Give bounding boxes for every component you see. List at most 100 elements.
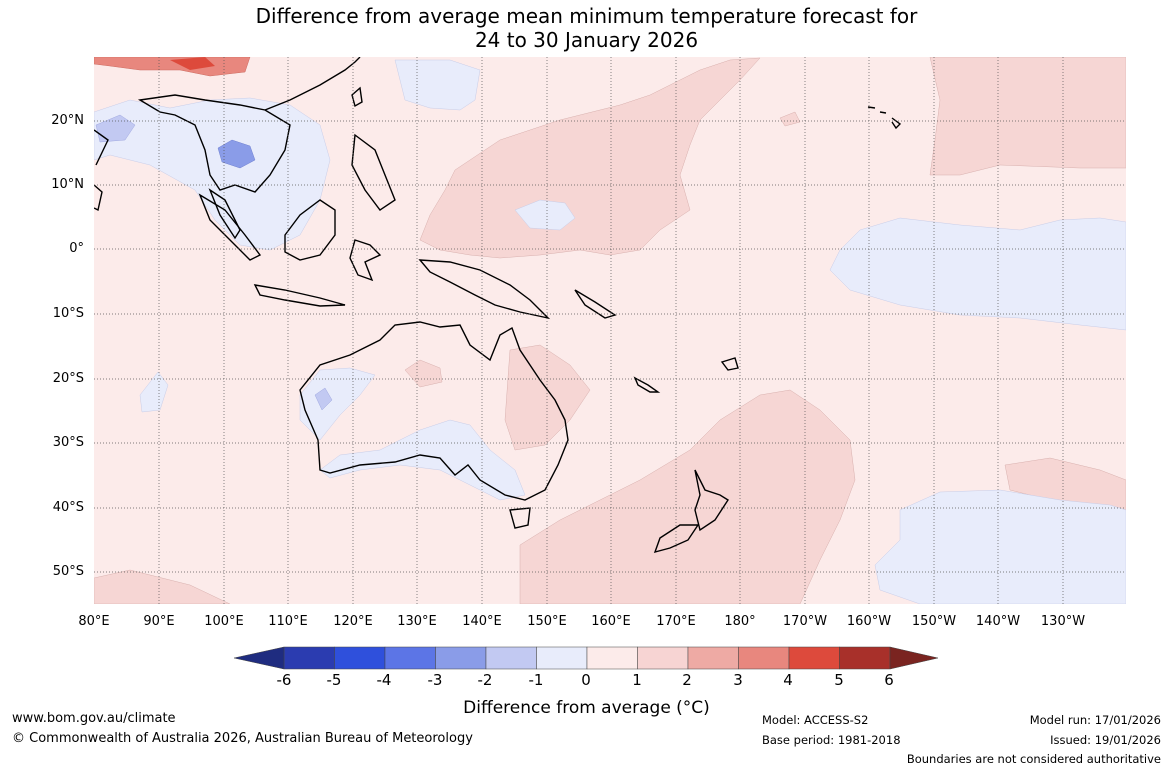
coastline-sulawesi: [349, 239, 382, 282]
anomaly-warm-northeast: [929, 57, 1126, 176]
model-name: Model: ACCESS-S2: [762, 713, 869, 727]
lon-label: 180°: [724, 614, 756, 629]
coastline-new-guinea: [418, 259, 551, 320]
lon-label: 100°E: [204, 614, 244, 629]
anomaly-cool-north-pacific: [514, 199, 576, 231]
colorbar-tick-label: 5: [834, 671, 844, 689]
anomaly-warm-central-pacific: [419, 57, 761, 259]
colorbar-tick-label: -6: [276, 671, 292, 689]
lon-label: 90°E: [143, 614, 175, 629]
anomaly-warm-queensland: [504, 344, 591, 451]
coastline-philippines: [351, 133, 396, 211]
colorbar-swatch: [586, 646, 638, 670]
lon-label: 160°W: [846, 614, 892, 629]
lat-label: 10°N: [51, 177, 84, 192]
lon-label: 170°W: [782, 614, 828, 629]
colorbar: [233, 646, 939, 670]
anomaly-warm-nw-australia: [404, 359, 443, 388]
anomaly-cool-indochina: [217, 139, 256, 169]
coastline-china: [264, 57, 361, 111]
lon-label: 140°W: [975, 614, 1021, 629]
lat-label: 0°: [69, 241, 84, 256]
issued-date: Issued: 19/01/2026: [1050, 733, 1161, 747]
colorbar-swatch: [687, 646, 739, 670]
colorbar-tick-label: 1: [632, 671, 642, 689]
coastline-new-zealand-north: [694, 469, 729, 532]
colorbar-swatch: [283, 646, 335, 670]
lon-label: 130°E: [397, 614, 437, 629]
colorbar-swatch: [334, 646, 386, 670]
title-line-2: 24 to 30 January 2026: [474, 28, 699, 52]
colorbar-swatch: [384, 646, 436, 670]
title-line-1: Difference from average mean minimum tem…: [255, 4, 918, 28]
colorbar-tick-label: 4: [783, 671, 793, 689]
colorbar-swatch: [485, 646, 537, 670]
lon-label: 170°E: [656, 614, 696, 629]
anomaly-warm-southern-ocean: [94, 569, 231, 604]
colorbar-tick-label: 2: [682, 671, 692, 689]
copyright-text: © Commonwealth of Australia 2026, Austra…: [12, 731, 473, 746]
colorbar-swatch: [637, 646, 689, 670]
colorbar-tick-label: 3: [733, 671, 743, 689]
coastlines: [94, 57, 902, 554]
coastline-new-zealand-south: [653, 524, 700, 554]
colorbar-swatch: [536, 646, 588, 670]
coastline-taiwan: [351, 86, 363, 108]
anomaly-cool-indian-ocean: [139, 371, 169, 413]
map-title: Difference from average mean minimum tem…: [0, 4, 1173, 52]
base-period: Base period: 1981-2018: [762, 733, 901, 747]
coastline-tasmania: [509, 507, 531, 529]
colorbar-low-arrow: [233, 646, 285, 670]
lat-label: 20°N: [51, 113, 84, 128]
anomaly-warm-coral-sea: [779, 111, 801, 127]
anomaly-hot-china: [170, 57, 215, 70]
colorbar-tick-label: 6: [884, 671, 894, 689]
colorbar-tick-label: 0: [581, 671, 591, 689]
anomaly-cool-southeast-pacific: [874, 489, 1126, 604]
anomaly-cool-southeast-asia: [94, 97, 331, 251]
colorbar-tick-label: -5: [326, 671, 342, 689]
anomaly-cool-equatorial-pacific: [829, 217, 1126, 331]
coastline-solomon-islands: [574, 289, 617, 319]
lon-label: 80°E: [78, 614, 110, 629]
lon-label: 110°E: [268, 614, 308, 629]
lat-label: 30°S: [52, 435, 84, 450]
coastline-borneo: [284, 199, 336, 261]
colorbar-swatch: [738, 646, 790, 670]
colorbar-swatch: [435, 646, 487, 670]
lat-label: 40°S: [52, 500, 84, 515]
lon-label: 150°E: [527, 614, 567, 629]
colorbar-swatch: [788, 646, 840, 670]
colorbar-tick-label: -4: [376, 671, 392, 689]
coastline-australia: [299, 321, 569, 501]
colorbar-tick-label: -3: [427, 671, 443, 689]
lat-label: 10°S: [52, 306, 84, 321]
anomaly-warm-china: [94, 57, 251, 77]
coastline-sumatra: [198, 193, 262, 261]
coastline-fiji: [720, 357, 739, 371]
coastline-india: [94, 129, 109, 166]
anomaly-cool-west-australia: [299, 367, 376, 441]
graticule: [94, 57, 1126, 604]
anomaly-cool-wa-coast: [314, 387, 333, 411]
coastline-malay-peninsula: [208, 188, 241, 240]
lat-label: 50°S: [52, 564, 84, 579]
lon-label: 120°E: [333, 614, 373, 629]
coastline-java: [253, 284, 346, 307]
coastline-sri-lanka: [94, 184, 103, 212]
lon-label: 150°W: [911, 614, 957, 629]
lon-label: 140°E: [462, 614, 502, 629]
colorbar-tick-label: -1: [528, 671, 544, 689]
website-link[interactable]: www.bom.gov.au/climate: [12, 711, 176, 726]
model-run-date: Model run: 17/01/2026: [1029, 713, 1161, 727]
coastline-new-caledonia: [633, 376, 661, 393]
colorbar-title: Difference from average (°C): [463, 698, 710, 718]
colorbar-high-arrow: [889, 646, 939, 670]
lon-label: 160°E: [591, 614, 631, 629]
anomaly-cool-bay-of-bengal: [95, 114, 136, 143]
anomaly-cool-south-australia: [319, 419, 526, 501]
lon-label: 130°W: [1040, 614, 1086, 629]
colorbar-tick-label: -2: [477, 671, 493, 689]
anomaly-cool-south-china-sea: [394, 59, 481, 111]
